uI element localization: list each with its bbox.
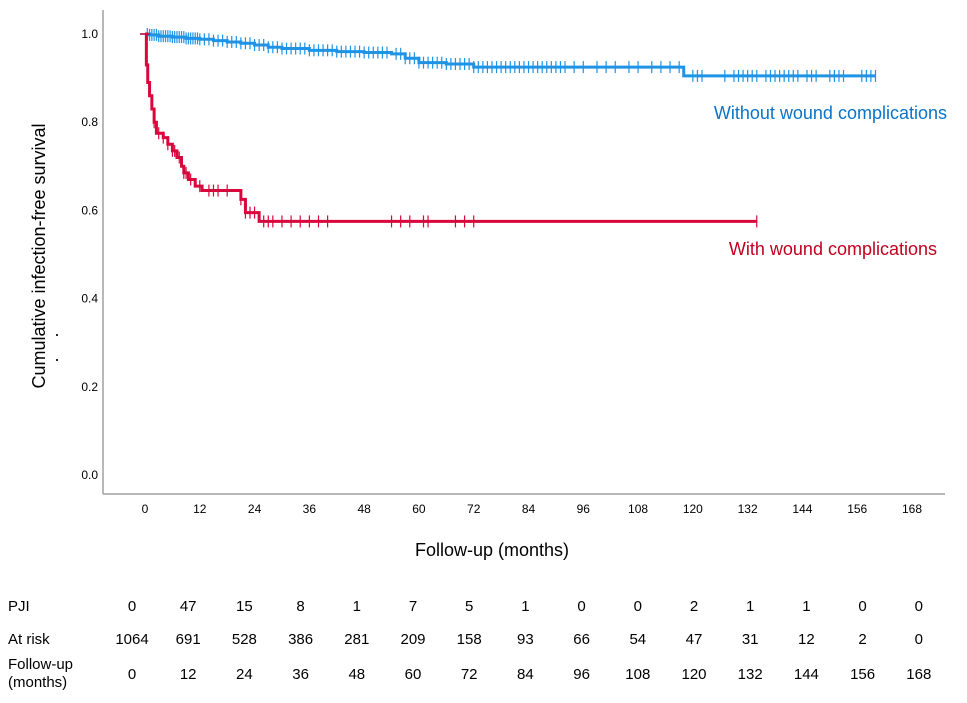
- risk-row-follow-up: Follow-up (months) 0 12 24 36 48 60 72 84 96 108 1…: [0, 656, 967, 691]
- x-tick-label: 120: [683, 502, 703, 516]
- censor-marks: [140, 33, 758, 228]
- series-without-wound-complications: [140, 28, 877, 82]
- risk-table-cell: 1: [802, 598, 811, 615]
- risk-table-cell: 66: [573, 631, 590, 648]
- series-with-wound-complications: [140, 32, 758, 228]
- y-axis-title-dot: .: [42, 332, 62, 337]
- risk-table-cell: 0: [577, 598, 586, 615]
- risk-table-cell: 72: [460, 666, 478, 683]
- risk-table-cell: 24: [236, 666, 253, 683]
- curve-labels: Without wound complications With wound co…: [714, 103, 947, 259]
- x-tick-label: 12: [193, 502, 207, 516]
- risk-table-cell: 528: [231, 631, 257, 648]
- risk-table-cell: 84: [517, 666, 534, 683]
- risk-row-label: Follow-up (months): [8, 656, 73, 692]
- risk-table-cell: 0: [127, 598, 137, 615]
- risk-row-label: PJI: [8, 598, 30, 615]
- y-tick-label: 0.4: [81, 292, 98, 306]
- risk-table-cell: 1064: [115, 631, 149, 648]
- risk-table-cell: 120: [681, 666, 707, 683]
- y-tick-label: 0.8: [81, 115, 98, 129]
- x-tick-label: 0: [142, 502, 149, 516]
- x-tick-label: 36: [303, 502, 317, 516]
- risk-table-cell: 0: [633, 598, 642, 615]
- censor-marks: [140, 28, 877, 82]
- x-tick-label: 60: [412, 502, 426, 516]
- risk-table-cell: 0: [914, 598, 923, 615]
- x-tick-label: 24: [248, 502, 262, 516]
- risk-table-cell: 108: [625, 666, 651, 683]
- y-tick-label: 1.0: [81, 27, 98, 41]
- x-tick-label: 96: [577, 502, 591, 516]
- risk-table-cell: 2: [858, 631, 867, 648]
- risk-table-cell: 0: [127, 666, 137, 683]
- risk-table-cell: 209: [400, 631, 426, 648]
- risk-table-cell: 47: [179, 598, 197, 615]
- x-tick-label: 168: [902, 502, 922, 516]
- risk-table-cell: 1: [352, 598, 361, 615]
- risk-table-cell: 48: [348, 666, 366, 683]
- risk-table-cell: 1: [746, 598, 755, 615]
- risk-table-cell: 168: [906, 666, 932, 683]
- risk-row-label: At risk: [8, 631, 50, 648]
- x-tick-label: 108: [628, 502, 648, 516]
- risk-row-label-line2: (months): [8, 674, 68, 691]
- risk-table-cell: 2: [689, 598, 699, 615]
- risk-table-cell: 1: [521, 598, 530, 615]
- risk-table-cell: 12: [179, 666, 197, 683]
- risk-table-cell: 0: [858, 598, 867, 615]
- risk-table-cell: 5: [465, 598, 474, 615]
- risk-table-cell: 7: [408, 598, 418, 615]
- x-tick-label: 132: [738, 502, 758, 516]
- y-axis-title: Cumulative infection-free survival: [29, 123, 49, 388]
- risk-table-cell: 156: [850, 666, 876, 683]
- risk-table-cell: 15: [236, 598, 253, 615]
- risk-table-cell: 96: [573, 666, 590, 683]
- risk-table-cell: 281: [344, 631, 370, 648]
- risk-table-cell: 144: [793, 666, 819, 683]
- risk-table-cell: 93: [517, 631, 534, 648]
- x-tick-label: 48: [357, 502, 371, 516]
- risk-table-cell: 31: [741, 631, 759, 648]
- risk-table-cell: 60: [404, 666, 422, 683]
- risk-table-cell: 36: [292, 666, 309, 683]
- risk-row-at-risk: At risk 1064 691 528 386 281 209 158 93 66 54 47 31…: [0, 631, 967, 653]
- y-axis: 0.0 0.2 0.4 0.6 0.8 1.0: [81, 10, 104, 494]
- risk-table-cell: 691: [175, 631, 201, 648]
- risk-row-label-line1: Follow-up: [8, 656, 74, 673]
- risk-table-cell: 12: [798, 631, 815, 648]
- y-tick-label: 0.6: [81, 203, 98, 217]
- risk-table-cell: 54: [629, 631, 647, 648]
- x-tick-label: 84: [522, 502, 536, 516]
- risk-row-pji: PJI 0 47 15 8 1 7 5 1 0 0 2 1 1 0 0: [0, 598, 967, 620]
- y-axis-title-dot: .: [42, 357, 62, 362]
- risk-table-cell: 132: [737, 666, 763, 683]
- x-tick-label: 156: [847, 502, 867, 516]
- label-without-wound-complications: Without wound complications: [714, 103, 947, 123]
- x-tick-label: 72: [467, 502, 481, 516]
- x-tick-label: 144: [792, 502, 812, 516]
- kaplan-meier-chart: 0.0 0.2 0.4 0.6 0.8 1.0 0 12 24 36 48 60 72 84 96 108 1…: [29, 10, 947, 560]
- risk-table-cell: 0: [914, 631, 923, 648]
- label-with-wound-complications: With wound complications: [729, 239, 937, 259]
- series-layer: [140, 28, 877, 228]
- risk-table-cell: 47: [685, 631, 703, 648]
- x-axis-title: Follow-up (months): [415, 540, 569, 560]
- risk-table-cell: 8: [296, 598, 305, 615]
- y-tick-label: 0.0: [81, 468, 98, 482]
- y-tick-label: 0.2: [81, 380, 98, 394]
- risk-table-cell: 386: [288, 631, 314, 648]
- risk-table-cell: 158: [456, 631, 482, 648]
- x-axis: 0 12 24 36 48 60 72 84 96 108 120 132 144 156 168: [103, 493, 945, 516]
